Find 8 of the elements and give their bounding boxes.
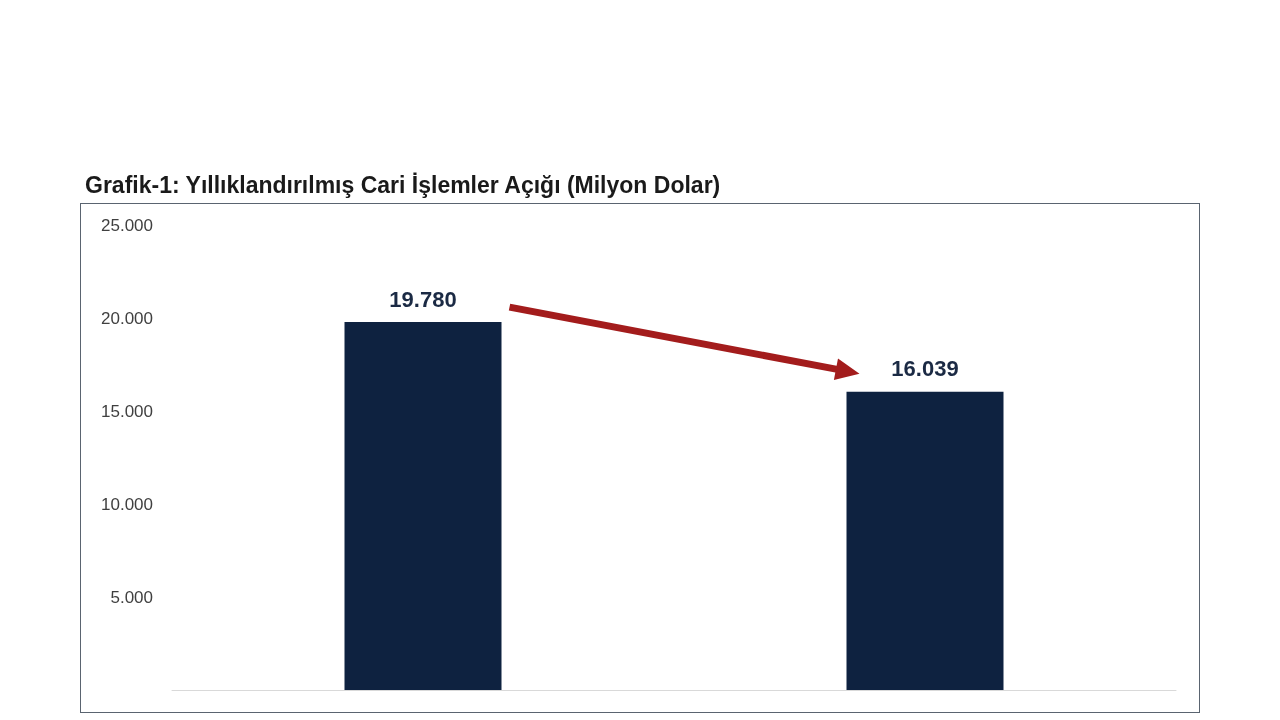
data-label: 16.039 xyxy=(891,356,959,382)
y-tick-label: 20.000 xyxy=(101,308,153,328)
y-tick-label: 15.000 xyxy=(101,401,153,421)
data-label: 19.780 xyxy=(389,286,457,312)
chart-title: Grafik-1: Yıllıklandırılmış Cari İşlemler Açığı (Milyon Dolar) xyxy=(85,171,721,198)
y-tick-label: 5.000 xyxy=(110,587,153,607)
y-tick-label: 10.000 xyxy=(101,494,153,514)
y-tick-label: 25.000 xyxy=(101,215,153,235)
